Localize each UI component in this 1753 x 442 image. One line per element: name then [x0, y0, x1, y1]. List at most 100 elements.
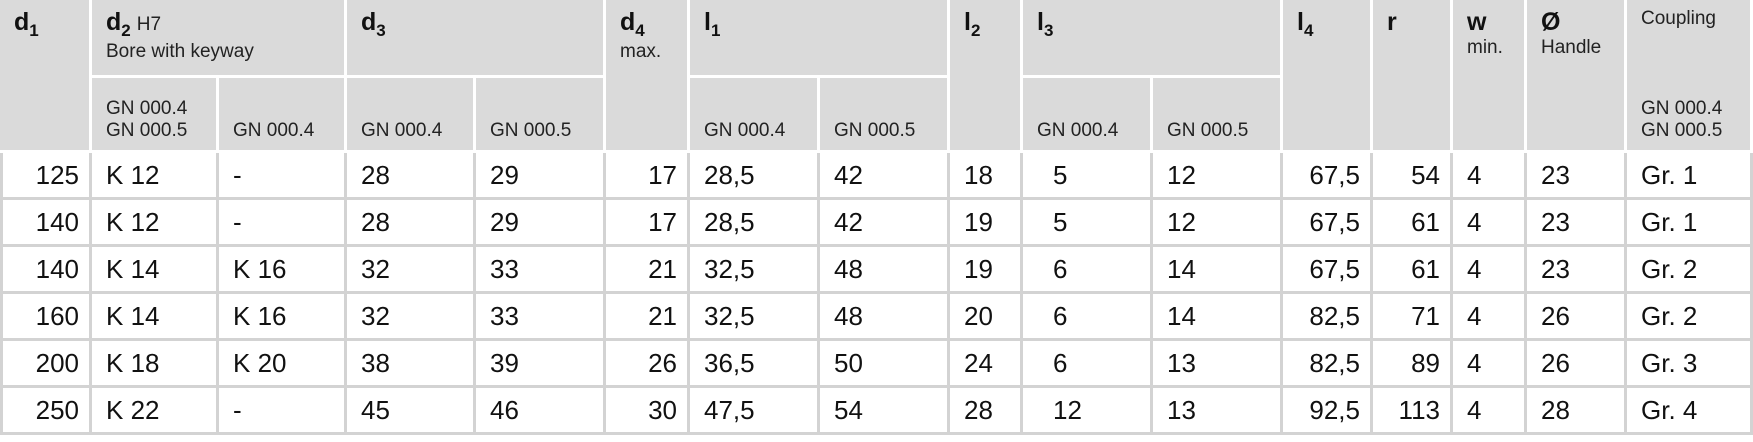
header-cell: l2 — [950, 0, 1023, 153]
table-cell: Gr. 2 — [1627, 294, 1753, 341]
table-cell: 82,5 — [1283, 341, 1373, 388]
table-cell: 54 — [1373, 153, 1453, 200]
table-cell: 6 — [1023, 247, 1153, 294]
header-symbol: r — [1387, 8, 1397, 36]
variant-line: GN 000.5 — [1167, 120, 1249, 141]
table-cell: 54 — [820, 388, 950, 435]
header-cell: r — [1373, 0, 1453, 153]
variant-line: GN 000.4 — [1641, 98, 1723, 119]
variant-line: GN 000.4 — [233, 120, 315, 141]
table-cell: 20 — [950, 294, 1023, 341]
table-cell: 13 — [1153, 341, 1283, 388]
table-cell: 23 — [1527, 247, 1627, 294]
subscript: 1 — [29, 21, 39, 40]
variant-line: GN 000.5 — [106, 120, 188, 141]
subscript: 2 — [970, 21, 981, 40]
table-cell: 12 — [1023, 388, 1153, 435]
table-cell: 6 — [1023, 294, 1153, 341]
table-cell: 42 — [820, 153, 950, 200]
table-cell: 21 — [606, 247, 690, 294]
table-cell: 4 — [1453, 388, 1527, 435]
header-symbol: d4 — [620, 8, 645, 40]
variant-line: GN 000.4 — [361, 120, 443, 141]
variant-label: GN 000.5 — [490, 120, 571, 142]
symbol: r — [1387, 8, 1397, 36]
header-symbol: d1 — [14, 8, 39, 40]
table-cell: 92,5 — [1283, 388, 1373, 435]
table-cell: 32 — [347, 294, 476, 341]
table-cell: - — [219, 153, 347, 200]
header-note: Handle — [1541, 37, 1602, 58]
table-cell: K 22 — [92, 388, 219, 435]
header-cell: d1 — [0, 0, 92, 153]
table-cell: Gr. 2 — [1627, 247, 1753, 294]
variant-label: GN 000.4 — [704, 120, 785, 142]
table-cell: 47,5 — [690, 388, 820, 435]
subheader-cell: GN 000.5 — [476, 78, 606, 153]
table-cell: 19 — [950, 247, 1023, 294]
variant-label: GN 000.5 — [834, 120, 915, 142]
table-cell: 23 — [1527, 200, 1627, 247]
table-cell: 42 — [820, 200, 950, 247]
subscript: 3 — [1043, 21, 1054, 40]
table-cell: 28 — [347, 153, 476, 200]
variant-line: GN 000.5 — [490, 120, 572, 141]
table-cell: 26 — [1527, 341, 1627, 388]
table-cell: 46 — [476, 388, 606, 435]
variant-label: GN 000.5 — [1167, 120, 1248, 142]
symbol: d — [14, 8, 30, 36]
table-cell: 5 — [1023, 153, 1153, 200]
table-cell: 32,5 — [690, 247, 820, 294]
table-cell: 28,5 — [690, 153, 820, 200]
table-cell: 50 — [820, 341, 950, 388]
table-cell: 113 — [1373, 388, 1453, 435]
header-symbol: l1 — [704, 8, 720, 40]
header-symbol: l3 — [1037, 8, 1053, 40]
variant-line: GN 000.5 — [834, 120, 916, 141]
table-cell: 19 — [950, 200, 1023, 247]
table-cell: 160 — [0, 294, 92, 341]
table-cell: 200 — [0, 341, 92, 388]
table-cell: 48 — [820, 294, 950, 341]
header-cell: l4 — [1283, 0, 1373, 153]
header-cell: Coupling GN 000.4 GN 000.5 — [1627, 0, 1753, 153]
table-cell: 38 — [347, 341, 476, 388]
header-cell: w min. — [1453, 0, 1527, 153]
header-cell: d3 — [347, 0, 606, 78]
subscript: 4 — [635, 21, 645, 40]
table-cell: 28 — [1527, 388, 1627, 435]
table-cell: 12 — [1153, 200, 1283, 247]
header-cell: d2 H7 Bore with keyway — [92, 0, 347, 78]
table-cell: 14 — [1153, 294, 1283, 341]
table-cell: 17 — [606, 153, 690, 200]
table-cell: 33 — [476, 247, 606, 294]
header-cell: Ø Handle — [1527, 0, 1627, 153]
variant-label: GN 000.4 — [361, 120, 442, 142]
table-cell: 14 — [1153, 247, 1283, 294]
symbol: w — [1467, 8, 1487, 36]
table-cell: 140 — [0, 247, 92, 294]
symbol: d — [361, 8, 377, 36]
table-cell: 12 — [1153, 153, 1283, 200]
variant-label: GN 000.4 — [1037, 120, 1118, 142]
table-cell: 45 — [347, 388, 476, 435]
table-cell: 67,5 — [1283, 153, 1373, 200]
table-cell: 82,5 — [1283, 294, 1373, 341]
subheader-cell: GN 000.4 — [347, 78, 476, 153]
table-cell: - — [219, 200, 347, 247]
header-cell: d4 max. — [606, 0, 690, 153]
table-cell: 71 — [1373, 294, 1453, 341]
table-cell: 24 — [950, 341, 1023, 388]
header-note: max. — [620, 41, 662, 62]
table-cell: 6 — [1023, 341, 1153, 388]
subheader-cell: GN 000.4 GN 000.5 — [92, 78, 219, 153]
symbol: Ø — [1541, 8, 1561, 36]
table-cell: K 12 — [92, 200, 219, 247]
table-cell: 26 — [1527, 294, 1627, 341]
table-cell: K 20 — [219, 341, 347, 388]
table-cell: K 18 — [92, 341, 219, 388]
table-cell: 67,5 — [1283, 247, 1373, 294]
subscript: 4 — [1303, 21, 1314, 40]
table-cell: 4 — [1453, 294, 1527, 341]
table-cell: 4 — [1453, 247, 1527, 294]
